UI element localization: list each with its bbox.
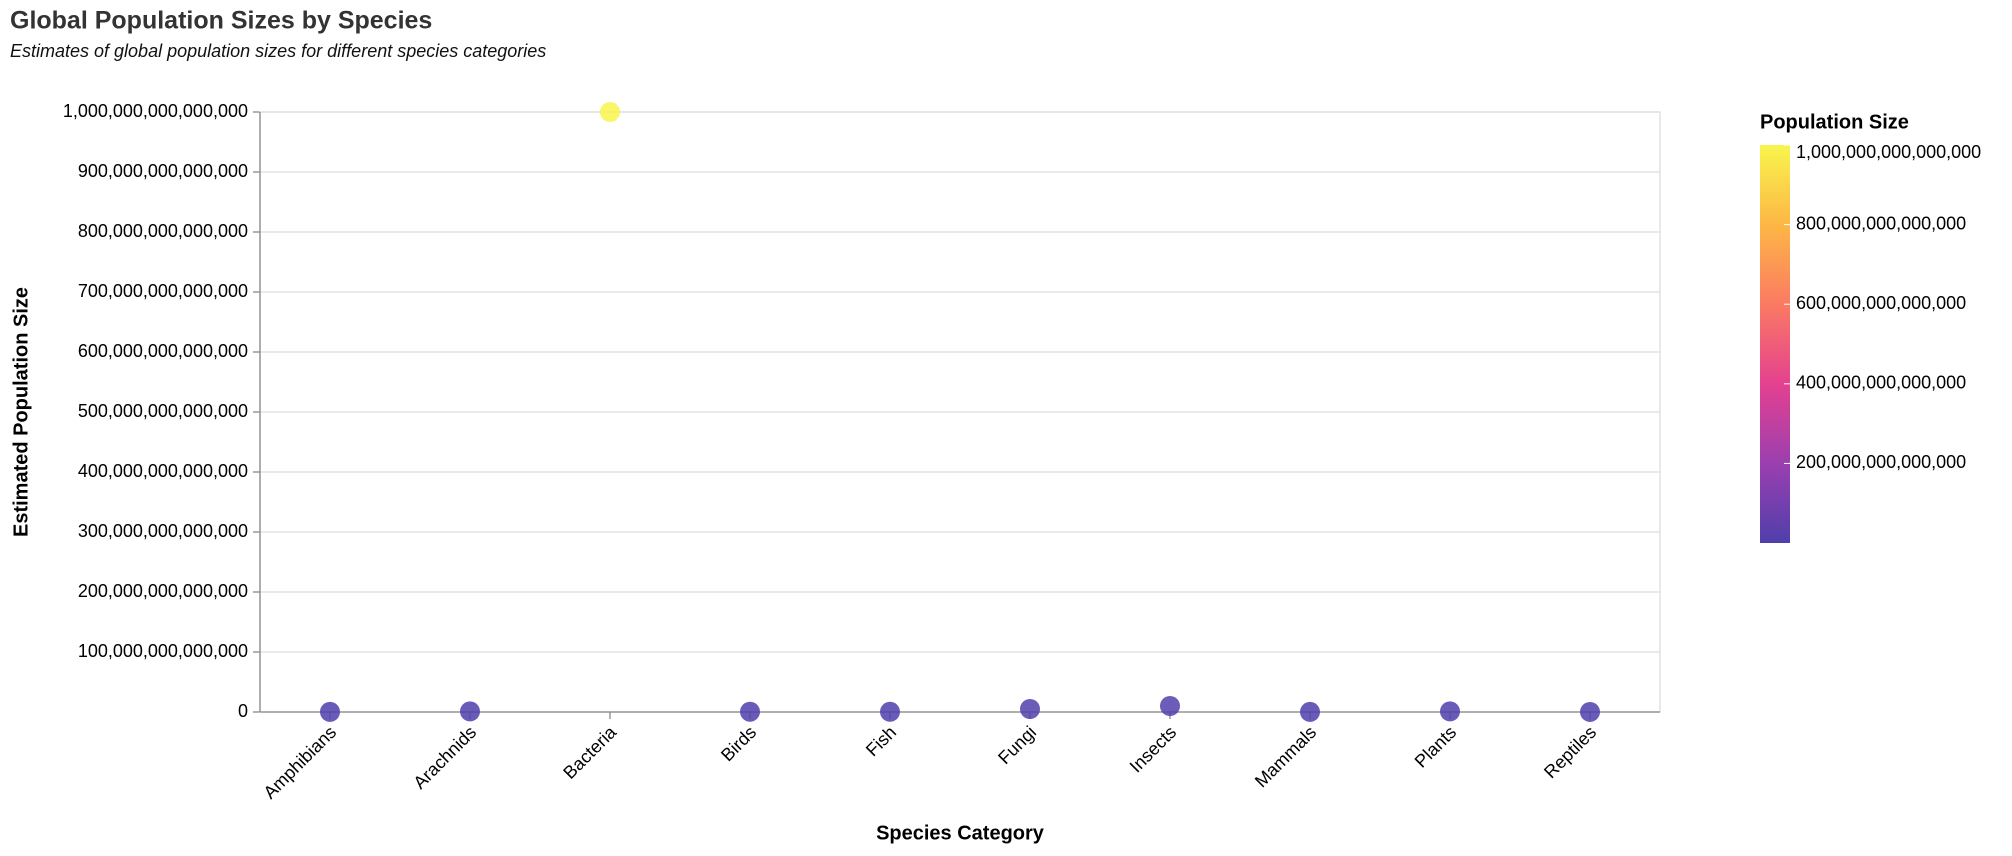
x-tick-label: Reptiles [1540,722,1600,782]
point [880,701,900,722]
x-tick-label: Fungi [994,722,1040,768]
point [1440,701,1460,722]
chart-title: Global Population Sizes by Species [10,7,432,35]
point [320,701,340,722]
x-tick-label: Birds [717,722,760,765]
y-tick-label: 900,000,000,000,000 [78,161,248,181]
point [1580,701,1600,722]
y-tick-label: 300,000,000,000,000 [78,521,248,541]
y-axis-title: Estimated Population Size [10,287,32,537]
legend-title: Population Size [1760,111,1909,133]
y-tick-label: 0 [238,701,248,721]
legend-tick-label: 800,000,000,000,000 [1796,213,1966,233]
y-tick-label: 600,000,000,000,000 [78,341,248,361]
x-tick-label: Fish [862,722,900,760]
y-tick-label: 100,000,000,000,000 [78,641,248,661]
legend-tick-label: 200,000,000,000,000 [1796,452,1966,472]
x-axis-title: Species Category [876,822,1045,844]
point [1160,696,1180,716]
x-tick-label: Bacteria [559,721,621,783]
x-tick-label: Insects [1126,722,1180,776]
y-tick-label: 400,000,000,000,000 [78,461,248,481]
point [1020,699,1040,719]
point [1300,701,1320,722]
y-tick-label: 200,000,000,000,000 [78,581,248,601]
chart-subtitle: Estimates of global population sizes for… [10,41,546,61]
color-bar [1760,145,1790,543]
y-tick-label: 800,000,000,000,000 [78,221,248,241]
x-tick-label: Plants [1411,722,1461,772]
point [460,701,480,722]
legend-tick-label: 600,000,000,000,000 [1796,293,1966,313]
point [740,701,760,722]
y-tick-label: 700,000,000,000,000 [78,281,248,301]
legend-tick-label: 1,000,000,000,000,000 [1796,142,1981,162]
point [600,102,620,122]
y-tick-label: 500,000,000,000,000 [78,401,248,421]
legend-tick-label: 400,000,000,000,000 [1796,373,1966,393]
x-tick-label: Arachnids [409,722,480,793]
y-tick-label: 1,000,000,000,000,000 [63,101,248,121]
x-tick-label: Amphibians [260,722,341,803]
x-tick-label: Mammals [1251,722,1320,791]
